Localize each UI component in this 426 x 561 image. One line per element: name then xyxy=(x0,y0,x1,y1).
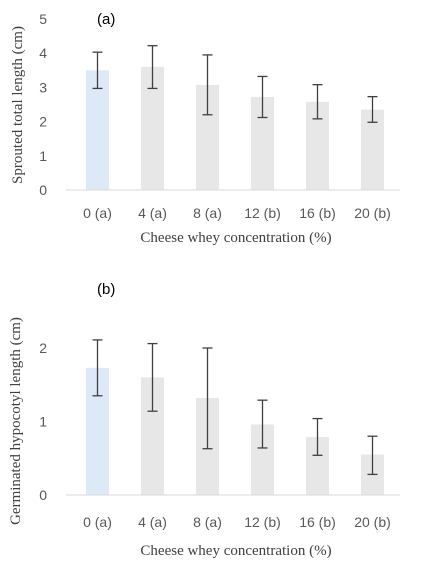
bar-a xyxy=(250,96,275,190)
y-tick-label-a: 2 xyxy=(39,114,47,130)
x-axis-title-a: Cheese whey concentration (%) xyxy=(140,230,331,246)
bar-a xyxy=(85,70,110,190)
bar-a xyxy=(195,85,220,190)
y-tick-label-b: 1 xyxy=(39,414,47,430)
y-tick-label-a: 4 xyxy=(39,45,47,61)
bar-b xyxy=(305,436,330,495)
bar-b xyxy=(250,424,275,495)
y-tick-label-a: 3 xyxy=(39,79,47,95)
chart-b-marks: 0 1 2 0 (a) 4 (a) 8 (a) 12 (b) 16 (b) 20 (b) xyxy=(39,339,400,530)
x-tick-label-b: 0 (a) xyxy=(83,514,112,530)
panel-label-a: (a) xyxy=(97,11,115,28)
x-tick-label-b: 8 (a) xyxy=(193,514,222,530)
y-axis-title-a: Sprouted total length (cm) xyxy=(10,26,26,184)
x-tick-label-b: 16 (b) xyxy=(299,514,336,530)
bar-a xyxy=(140,66,165,190)
y-tick-label-a: 5 xyxy=(39,11,47,27)
chart-b: (b) Germinated hypocotyl length (cm) Che… xyxy=(8,281,400,559)
bar-a xyxy=(360,109,385,190)
x-tick-label-a: 20 (b) xyxy=(354,205,391,221)
x-tick-label-b: 4 (a) xyxy=(138,514,167,530)
x-tick-label-a: 4 (a) xyxy=(138,205,167,221)
y-tick-label-b: 2 xyxy=(39,340,47,356)
y-tick-label-a: 1 xyxy=(39,148,47,164)
panel-label-b: (b) xyxy=(97,281,115,298)
chart-a: (a) Sprouted total length (cm) Cheese wh… xyxy=(10,11,400,246)
bar-a xyxy=(305,101,330,190)
y-tick-label-b: 0 xyxy=(39,487,47,503)
x-tick-label-a: 8 (a) xyxy=(193,205,222,221)
x-tick-label-a: 12 (b) xyxy=(244,205,281,221)
x-axis-title-b: Cheese whey concentration (%) xyxy=(140,543,331,559)
chart-a-marks: 0 1 2 3 4 5 0 (a) 4 (a) 8 (a) 12 (b) 16 (b) 20 (b) xyxy=(39,11,400,221)
bar-b xyxy=(85,367,110,495)
bar-b xyxy=(140,377,165,495)
y-axis-title-b: Germinated hypocotyl length (cm) xyxy=(8,317,24,525)
x-tick-label-b: 12 (b) xyxy=(244,514,281,530)
x-tick-label-a: 16 (b) xyxy=(299,205,336,221)
x-tick-label-a: 0 (a) xyxy=(83,205,112,221)
x-tick-label-b: 20 (b) xyxy=(354,514,391,530)
y-tick-label-a: 0 xyxy=(39,182,47,198)
